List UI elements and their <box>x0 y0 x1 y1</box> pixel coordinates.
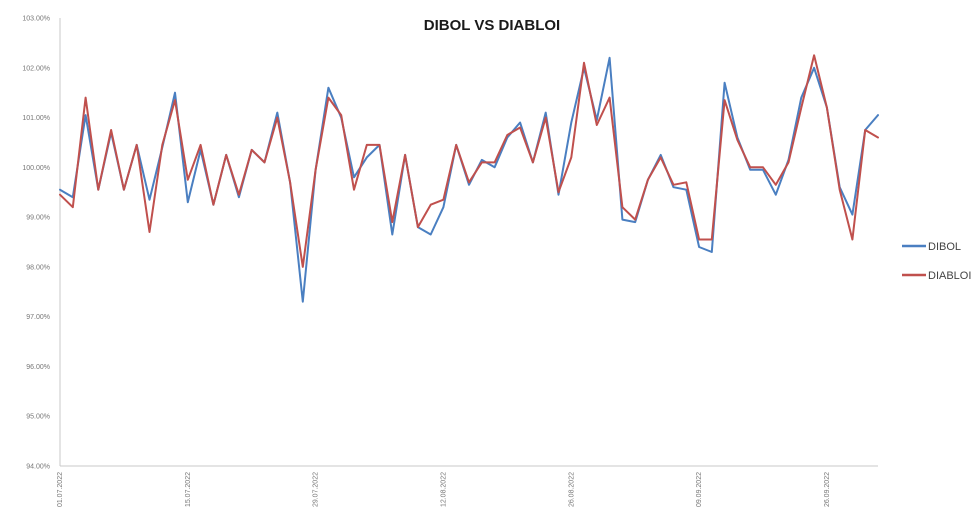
y-tick-label: 98.00% <box>26 264 50 271</box>
x-tick-label: 29.07.2022 <box>313 472 320 507</box>
x-tick-label: 12.08.2022 <box>440 472 447 507</box>
y-tick-label: 94.00% <box>26 464 50 471</box>
chart-title: DIBOL VS DIABLOI <box>424 17 560 34</box>
y-tick-label: 96.00% <box>26 364 50 371</box>
y-tick-labels: 94.00% 95.00% 96.00% 97.00% 98.00% 99.00% 100.… <box>22 16 50 471</box>
y-tick-label: 100.00% <box>22 165 50 172</box>
x-tick-label: 15.07.2022 <box>185 472 192 507</box>
x-tick-labels: 01.07.2022 15.07.2022 29.07.2022 12.08.2022… <box>57 472 831 507</box>
series-lines <box>59 54 879 303</box>
legend: DIBOL DIABLOI <box>902 241 971 282</box>
y-tick-label: 97.00% <box>26 314 50 321</box>
y-tick-label: 95.00% <box>26 414 50 421</box>
x-tick-label: 01.07.2022 <box>57 472 64 507</box>
x-tick-label: 09.09.2022 <box>696 472 703 507</box>
y-tick-label: 99.00% <box>26 215 50 222</box>
y-tick-label: 101.00% <box>22 115 50 122</box>
y-tick-label: 102.00% <box>22 65 50 72</box>
x-tick-label: 26.09.2022 <box>824 472 831 507</box>
y-tick-label: 103.00% <box>22 16 50 23</box>
series-line-diabloi <box>59 54 879 268</box>
x-tick-label: 26.08.2022 <box>568 472 575 507</box>
legend-label-diabloi: DIABLOI <box>928 270 971 282</box>
legend-label-dibol: DIBOL <box>928 241 961 253</box>
